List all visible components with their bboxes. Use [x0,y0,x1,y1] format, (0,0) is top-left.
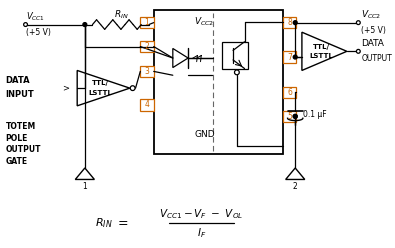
Text: DATA: DATA [6,76,30,85]
Circle shape [24,23,28,27]
Circle shape [356,49,360,53]
Text: INPUT: INPUT [6,90,34,99]
Circle shape [293,114,297,118]
Text: 4: 4 [145,100,149,109]
Text: $R_{IN}$: $R_{IN}$ [114,9,128,21]
Text: $V_{CC2}$: $V_{CC2}$ [194,15,215,28]
Text: $I_F$: $I_F$ [197,226,206,240]
Text: GND: GND [194,130,215,139]
Text: 6: 6 [287,88,292,97]
Circle shape [293,21,297,25]
Text: (+5 V): (+5 V) [26,28,51,37]
Text: $V_{CC1} - V_F\ -\ V_{OL}$: $V_{CC1} - V_F\ -\ V_{OL}$ [159,207,244,221]
Circle shape [83,23,87,27]
Text: $R_{IN}$: $R_{IN}$ [95,217,113,230]
Text: 8: 8 [287,18,292,27]
Text: LSTTL: LSTTL [310,53,333,59]
Text: (+5 V): (+5 V) [361,26,386,35]
Bar [283,87,296,98]
Text: DATA: DATA [361,39,384,48]
Bar [140,99,154,111]
Text: 1: 1 [83,182,87,191]
Bar [222,42,248,68]
Circle shape [130,86,135,91]
Text: LSTTL: LSTTL [89,90,113,96]
Text: OUTPUT: OUTPUT [6,145,41,154]
Bar [283,51,296,63]
Text: 3: 3 [145,67,149,76]
Text: 2: 2 [145,42,149,51]
Text: =: = [118,217,128,230]
Bar [154,10,283,154]
Bar [283,17,296,28]
Text: TTL/: TTL/ [92,80,109,86]
Bar [283,111,296,122]
Text: GATE: GATE [6,157,28,166]
Text: 7: 7 [287,53,292,62]
Circle shape [293,55,297,59]
Text: TOTEM: TOTEM [6,122,36,131]
Text: $V_{CC1}$: $V_{CC1}$ [26,11,45,23]
Text: OUTPUT: OUTPUT [361,55,392,63]
Text: 1: 1 [145,18,149,27]
Text: POLE: POLE [6,134,28,143]
Text: 2: 2 [293,182,297,191]
Bar [140,41,154,52]
Text: >: > [62,84,69,93]
Text: TTL/: TTL/ [313,44,330,50]
Text: 5: 5 [287,112,292,121]
Circle shape [356,21,360,25]
Circle shape [293,114,297,118]
Bar [140,17,154,28]
Text: $V_{CC2}$: $V_{CC2}$ [361,9,382,21]
Text: 0.1 µF: 0.1 µF [303,110,326,119]
Bar [140,66,154,77]
Circle shape [235,70,239,75]
